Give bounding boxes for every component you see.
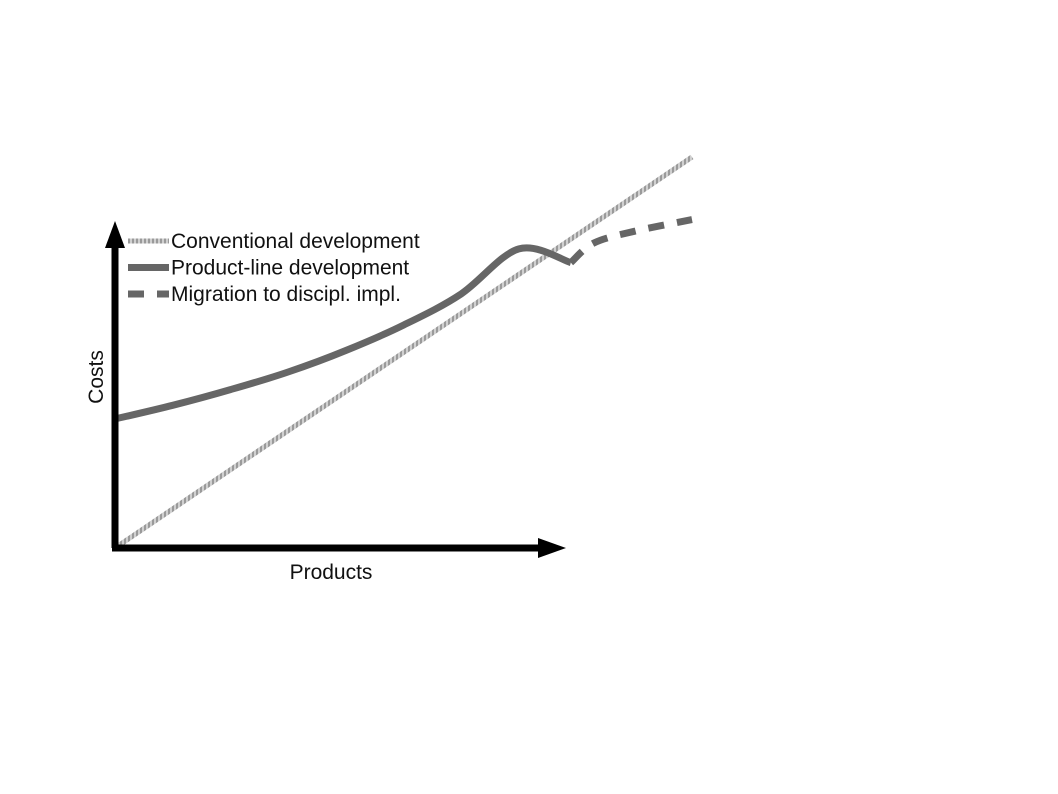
series-line-2: [114, 244, 572, 423]
axes: [105, 221, 566, 558]
legend-label-1: Conventional development: [171, 230, 420, 253]
series-layer: [113, 154, 694, 551]
x-axis-arrow: [538, 538, 566, 558]
series-line-1: [113, 154, 694, 551]
x-axis-label: Products: [290, 561, 373, 584]
series-line-3: [568, 216, 693, 266]
legend-label-3: Migration to discipl. impl.: [171, 283, 401, 306]
legend-label-2: Product-line development: [171, 257, 409, 280]
y-axis-arrow: [105, 221, 125, 248]
legend: Conventional development Product-line dev…: [128, 230, 420, 306]
y-axis-label: Costs: [85, 350, 108, 404]
